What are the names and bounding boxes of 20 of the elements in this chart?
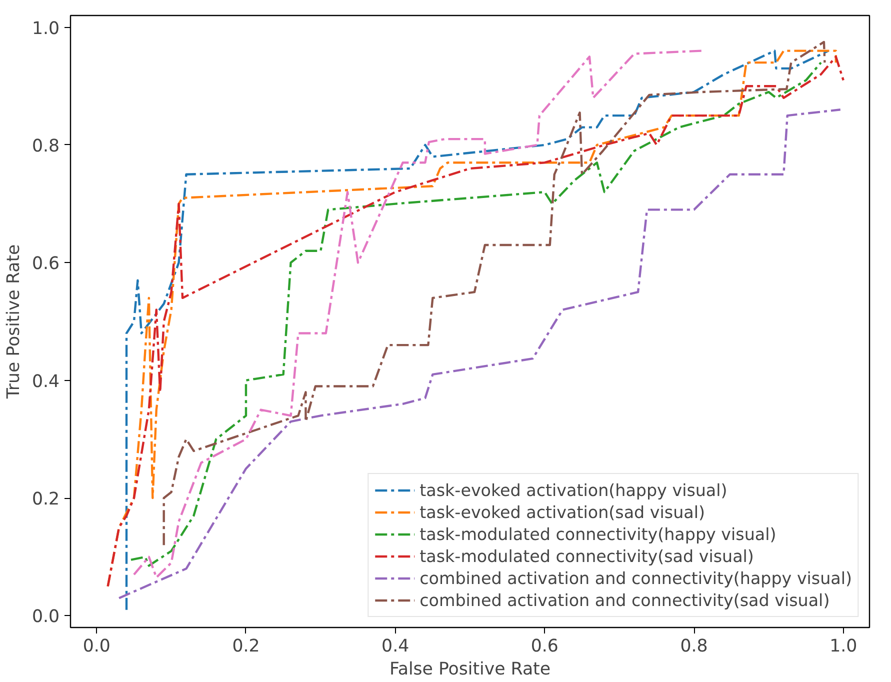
legend-label: combined activation and connectivity(happy visual)	[420, 568, 852, 588]
y-tick-label: 0.8	[32, 136, 60, 156]
x-tick-label: 0.6	[530, 636, 558, 656]
legend-label: combined activation and connectivity(sad visual)	[420, 590, 830, 610]
y-tick-label: 0.2	[32, 490, 60, 510]
x-tick-label: 0.8	[680, 636, 708, 656]
y-tick-label: 0.6	[32, 254, 60, 274]
y-tick-label: 1.0	[32, 18, 60, 39]
x-axis-title: False Positive Rate	[389, 660, 551, 680]
y-tick-label: 0.0	[32, 607, 60, 628]
legend-label: task-evoked activation(happy visual)	[420, 480, 728, 500]
y-tick-label: 0.4	[32, 372, 60, 392]
legend-label: task-evoked activation(sad visual)	[420, 502, 705, 522]
legend-label: task-modulated connectivity(happy visual)	[420, 524, 776, 544]
x-tick-label: 1.0	[830, 636, 858, 656]
x-tick-label: 0.2	[232, 636, 260, 656]
x-tick-label: 0.0	[82, 636, 110, 656]
legend-label: task-modulated connectivity(sad visual)	[420, 546, 754, 566]
x-tick-label: 0.4	[382, 636, 410, 656]
y-axis-title: True Positive Rate	[4, 244, 24, 400]
